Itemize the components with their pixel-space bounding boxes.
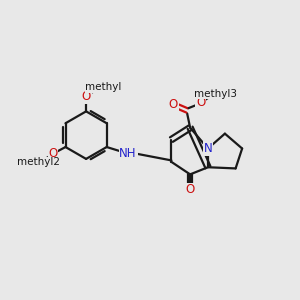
Text: methyl2: methyl2 xyxy=(17,158,60,168)
Text: O: O xyxy=(169,98,178,111)
Text: methyl2: methyl2 xyxy=(17,158,60,167)
Text: methyl3: methyl3 xyxy=(194,88,237,98)
Text: O: O xyxy=(82,90,91,103)
Text: O: O xyxy=(48,147,58,160)
Text: O: O xyxy=(196,96,206,109)
Text: methyl: methyl xyxy=(86,82,122,92)
Text: O: O xyxy=(185,183,195,196)
Text: N: N xyxy=(204,142,212,155)
Text: NH: NH xyxy=(119,147,137,160)
Text: methyl: methyl xyxy=(85,82,122,92)
